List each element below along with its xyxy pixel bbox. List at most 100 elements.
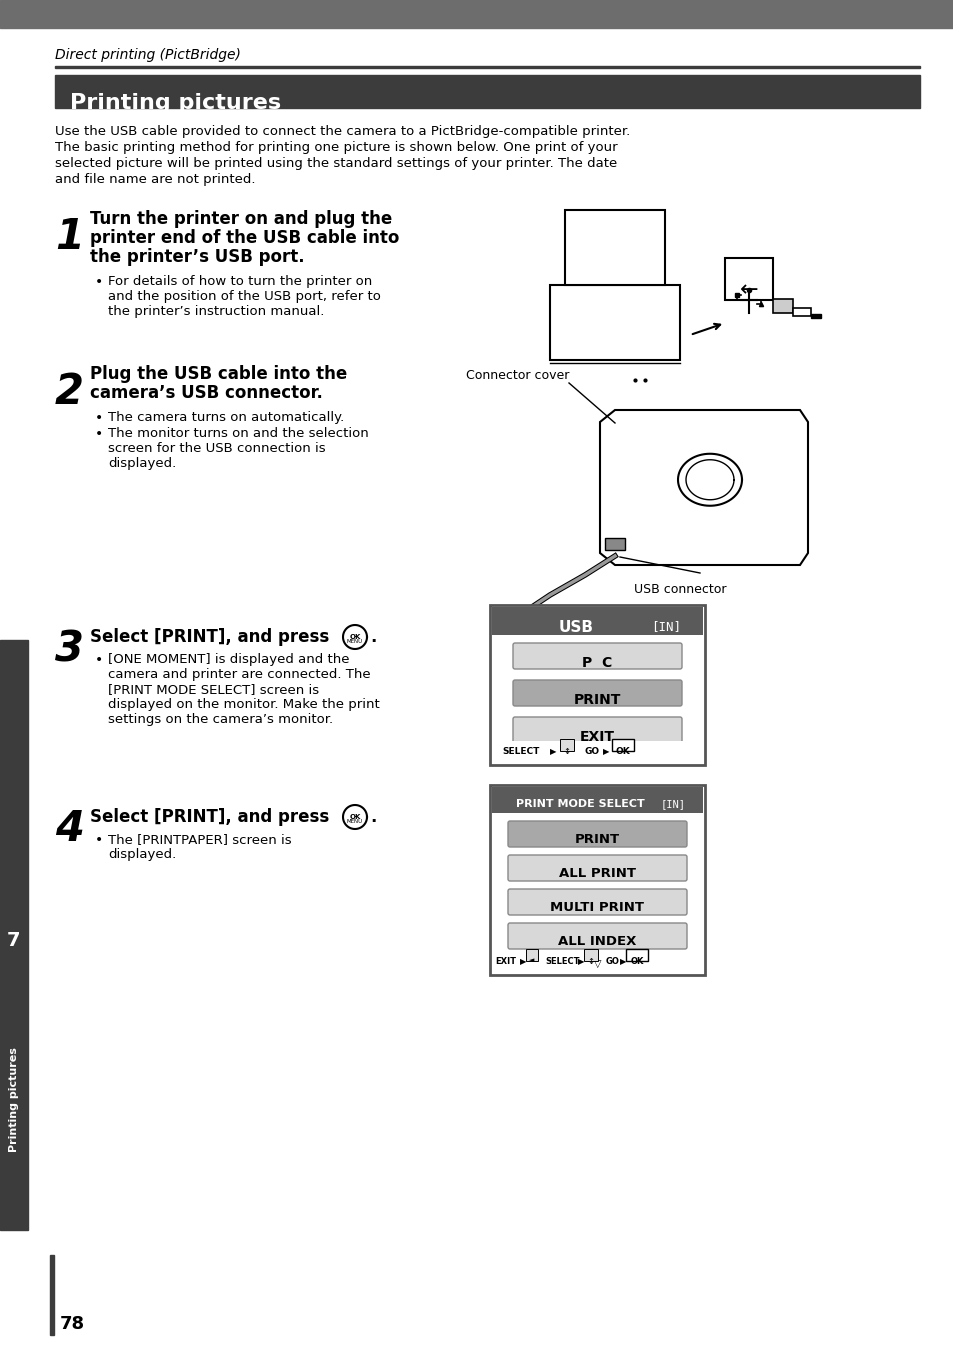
Bar: [724, 258, 772, 300]
Text: and the position of the USB port, refer to: and the position of the USB port, refer …: [108, 290, 380, 303]
Bar: [490, 784, 704, 974]
Text: .: .: [370, 807, 376, 826]
Text: OK: OK: [349, 814, 360, 820]
Text: displayed on the monitor. Make the print: displayed on the monitor. Make the print: [108, 697, 379, 711]
Bar: [559, 740, 574, 750]
Text: 3: 3: [55, 628, 84, 670]
Bar: [492, 741, 702, 763]
Text: SELECT: SELECT: [501, 746, 538, 756]
Text: PRINT: PRINT: [575, 833, 619, 845]
Text: USB connector: USB connector: [633, 584, 725, 596]
Text: ◄: ◄: [529, 957, 534, 963]
Bar: [564, 210, 664, 285]
Text: P  C: P C: [581, 655, 612, 670]
Text: ▽: ▽: [593, 959, 600, 969]
Text: OK: OK: [630, 957, 643, 966]
Text: EXIT: EXIT: [495, 957, 516, 966]
Bar: [504, 609, 535, 623]
Text: 4: 4: [55, 807, 84, 849]
Text: 7: 7: [8, 931, 21, 950]
Text: printer end of the USB cable into: printer end of the USB cable into: [90, 229, 399, 247]
Text: Connector cover: Connector cover: [465, 369, 569, 383]
Text: the printer’s USB port.: the printer’s USB port.: [90, 248, 304, 266]
Text: [IN]: [IN]: [659, 799, 684, 809]
Bar: [612, 740, 634, 750]
Text: EXIT: EXIT: [579, 730, 615, 744]
Text: For details of how to turn the printer on: For details of how to turn the printer o…: [108, 275, 372, 288]
Text: ↕: ↕: [563, 746, 570, 756]
Text: and file name are not printed.: and file name are not printed.: [55, 172, 255, 186]
Text: OK: OK: [615, 746, 630, 756]
FancyBboxPatch shape: [507, 923, 686, 949]
Text: displayed.: displayed.: [108, 457, 176, 470]
Bar: [550, 285, 679, 360]
Text: screen for the USB connection is: screen for the USB connection is: [108, 442, 325, 455]
Text: Turn the printer on and plug the: Turn the printer on and plug the: [90, 210, 392, 228]
Text: the printer’s instruction manual.: the printer’s instruction manual.: [108, 305, 324, 318]
Text: The [PRINTPAPER] screen is: The [PRINTPAPER] screen is: [108, 833, 292, 845]
Text: ▶: ▶: [519, 957, 526, 966]
Text: [ONE MOMENT] is displayed and the: [ONE MOMENT] is displayed and the: [108, 653, 349, 666]
Text: [PRINT MODE SELECT] screen is: [PRINT MODE SELECT] screen is: [108, 683, 319, 696]
Bar: [525, 949, 537, 961]
Text: ▶: ▶: [578, 957, 584, 966]
Text: MULTI PRINT: MULTI PRINT: [550, 901, 644, 915]
Text: •: •: [95, 411, 103, 425]
Bar: [604, 537, 624, 550]
Text: Printing pictures: Printing pictures: [70, 94, 281, 113]
Text: •: •: [95, 427, 103, 441]
Text: .: .: [370, 628, 376, 646]
Text: Select [PRINT], and press: Select [PRINT], and press: [90, 628, 335, 646]
Text: Printing pictures: Printing pictures: [9, 1048, 19, 1152]
Text: The basic printing method for printing one picture is shown below. One print of : The basic printing method for printing o…: [55, 141, 617, 153]
Text: camera and printer are connected. The: camera and printer are connected. The: [108, 668, 370, 681]
Bar: [490, 605, 704, 765]
Bar: [625, 949, 647, 961]
Text: •: •: [95, 833, 103, 847]
Text: GO: GO: [605, 957, 619, 966]
Text: ▶: ▶: [550, 746, 556, 756]
Bar: [50, 1255, 54, 1335]
Text: 2: 2: [55, 370, 84, 413]
Text: PRINT MODE SELECT: PRINT MODE SELECT: [516, 799, 644, 809]
Text: Direct printing (PictBridge): Direct printing (PictBridge): [55, 47, 240, 62]
FancyBboxPatch shape: [507, 889, 686, 915]
Bar: [492, 951, 702, 973]
FancyBboxPatch shape: [513, 680, 681, 706]
FancyBboxPatch shape: [513, 643, 681, 669]
Text: Select [PRINT], and press: Select [PRINT], and press: [90, 807, 335, 826]
Text: ↕: ↕: [587, 957, 594, 966]
Text: The monitor turns on and the selection: The monitor turns on and the selection: [108, 427, 369, 440]
Bar: [55, 75, 919, 109]
Text: ←: ←: [739, 280, 758, 300]
Polygon shape: [599, 410, 807, 565]
FancyBboxPatch shape: [507, 855, 686, 881]
FancyBboxPatch shape: [513, 716, 681, 744]
Text: The camera turns on automatically.: The camera turns on automatically.: [108, 411, 344, 423]
Text: SELECT: SELECT: [544, 957, 578, 966]
Text: OK: OK: [349, 634, 360, 641]
Text: ▶: ▶: [619, 957, 626, 966]
Text: Use the USB cable provided to connect the camera to a PictBridge-compatible prin: Use the USB cable provided to connect th…: [55, 125, 630, 138]
Bar: [583, 949, 598, 961]
Text: •: •: [95, 653, 103, 668]
Text: ALL PRINT: ALL PRINT: [558, 867, 636, 879]
Text: PRINT: PRINT: [573, 693, 620, 707]
Bar: [492, 787, 702, 813]
Text: Plug the USB cable into the: Plug the USB cable into the: [90, 365, 347, 383]
Text: ▶: ▶: [602, 746, 609, 756]
Text: 1: 1: [55, 216, 84, 258]
Text: [IN]: [IN]: [651, 620, 680, 632]
Text: MENU: MENU: [347, 820, 363, 824]
Text: 78: 78: [60, 1315, 85, 1333]
Text: displayed.: displayed.: [108, 848, 176, 860]
Text: USB: USB: [558, 620, 593, 635]
Text: selected picture will be printed using the standard settings of your printer. Th: selected picture will be printed using t…: [55, 157, 617, 170]
Bar: [772, 299, 792, 313]
Text: camera’s USB connector.: camera’s USB connector.: [90, 384, 322, 402]
Text: settings on the camera’s monitor.: settings on the camera’s monitor.: [108, 712, 333, 726]
Bar: [492, 607, 702, 635]
Bar: [0, 0, 953, 28]
Bar: [55, 66, 919, 68]
FancyBboxPatch shape: [507, 821, 686, 847]
